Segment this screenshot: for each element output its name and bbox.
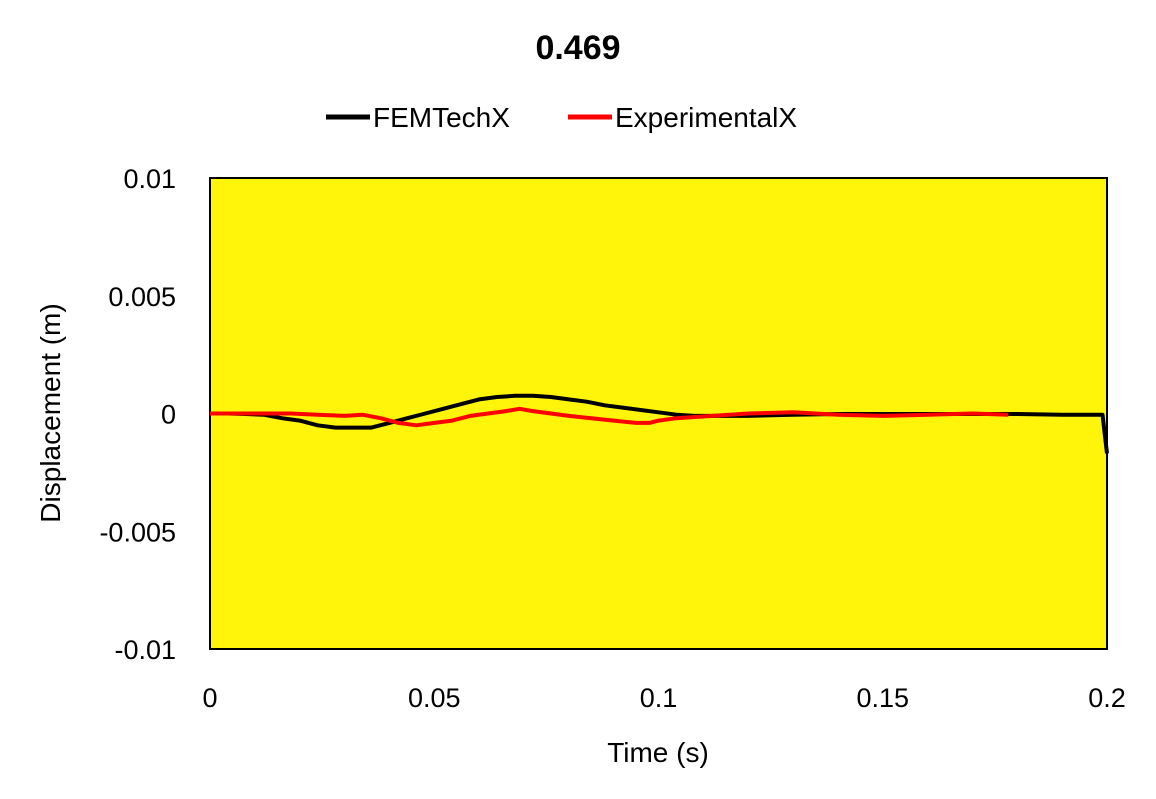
y-tick-label: 0.01 bbox=[123, 164, 176, 194]
y-tick-label: -0.005 bbox=[99, 517, 176, 547]
x-axis-ticks: 0 0.05 0.1 0.15 0.2 bbox=[202, 683, 1125, 713]
series-line-experimentalx bbox=[210, 406, 1009, 428]
x-tick-label: 0.2 bbox=[1088, 683, 1126, 713]
y-axis-label: Displacement (m) bbox=[35, 303, 66, 522]
legend-label-femtechx: FEMTechX bbox=[373, 102, 510, 133]
y-tick-label: 0.005 bbox=[108, 282, 176, 312]
x-tick-label: 0 bbox=[202, 683, 217, 713]
x-tick-label: 0.05 bbox=[408, 683, 461, 713]
x-axis-label: Time (s) bbox=[607, 737, 709, 768]
y-axis-ticks: 0.01 0.005 0 -0.005 -0.01 bbox=[99, 164, 176, 665]
x-tick-label: 0.1 bbox=[640, 683, 678, 713]
series-layer bbox=[210, 393, 1109, 454]
y-tick-label: 0 bbox=[161, 400, 176, 430]
legend: FEMTechX ExperimentalX bbox=[326, 102, 797, 133]
chart-title: 0.469 bbox=[535, 29, 620, 67]
y-tick-label: -0.01 bbox=[114, 635, 176, 665]
legend-label-experimentalx: ExperimentalX bbox=[615, 102, 797, 133]
x-tick-label: 0.15 bbox=[856, 683, 909, 713]
